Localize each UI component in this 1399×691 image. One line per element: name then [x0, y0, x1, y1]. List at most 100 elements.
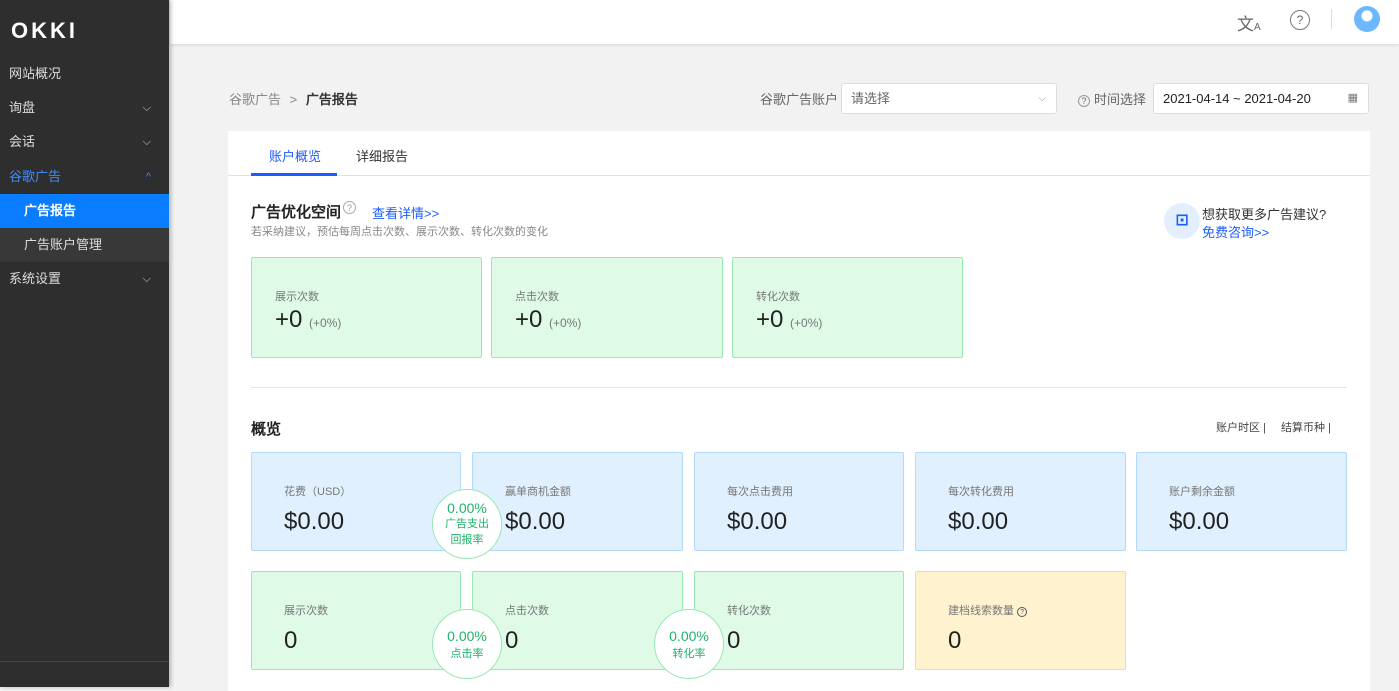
card-label: 账户剩余金额: [1169, 486, 1235, 498]
breadcrumb: 谷歌广告 > 广告报告: [229, 89, 358, 108]
label: 广告账户管理: [24, 237, 103, 252]
chevron-down-icon: ⌵: [142, 102, 151, 114]
opt-card-impressions: 展示次数 +0 (+0%): [251, 257, 482, 358]
breadcrumb-current: 广告报告: [305, 92, 358, 107]
card-label: 建档线索数量 ?: [948, 602, 1028, 618]
rate-value: 0.00%: [447, 628, 487, 644]
card-value: +0 (+0%): [515, 306, 581, 334]
account-select[interactable]: 请选择 ⌵: [841, 83, 1057, 114]
card-value: +0 (+0%): [756, 306, 822, 334]
card-label: 赢单商机金额: [505, 486, 571, 498]
card-value: +0 (+0%): [275, 306, 341, 334]
metric-clicks: 点击次数 0: [472, 571, 683, 670]
divider: [0, 661, 169, 662]
value: +0: [515, 306, 543, 333]
view-details-link[interactable]: 查看详情>>: [372, 206, 440, 221]
account-timezone: 账户时区 |: [1216, 422, 1266, 434]
delta: (+0%): [549, 316, 582, 330]
metric-impressions: 展示次数 0: [251, 571, 461, 670]
card-value: $0.00: [1169, 508, 1230, 535]
label: 网站概况: [9, 66, 62, 81]
delta: (+0%): [309, 316, 342, 330]
avatar[interactable]: [1354, 6, 1380, 32]
help-icon[interactable]: ?: [1017, 607, 1028, 617]
metric-won-amount: 赢单商机金额 $0.00: [472, 452, 683, 551]
divider: [1331, 9, 1332, 29]
card-label: 转化次数: [727, 605, 771, 617]
label: 谷歌广告: [9, 169, 62, 184]
settlement-currency: 结算币种 |: [1281, 422, 1331, 434]
card-label: 点击次数: [515, 291, 559, 303]
overview-title: 概览: [251, 421, 282, 438]
metric-balance: 账户剩余金额 $0.00: [1136, 452, 1347, 551]
date-range-picker[interactable]: 2021-04-14 ~ 2021-04-20 ▦: [1153, 83, 1369, 114]
top-header: [170, 0, 1399, 44]
section-title: 广告优化空间: [251, 204, 342, 221]
card-value: 0: [948, 627, 962, 654]
active-tab-indicator: [251, 173, 337, 176]
label: 询盘: [9, 100, 36, 115]
metric-conversions: 转化次数 0: [694, 571, 904, 670]
time-label: ? 时间选择: [1078, 89, 1146, 108]
value: +0: [275, 306, 303, 333]
sidebar-item-inquiry[interactable]: 询盘 ⌵: [0, 91, 169, 125]
card-label: 每次点击费用: [727, 486, 793, 498]
time-label-text: 时间选择: [1094, 92, 1147, 107]
tab-bar-border: [228, 175, 1370, 176]
value: +0: [756, 306, 784, 333]
tab-detail-report[interactable]: 详细报告: [356, 149, 409, 164]
card-value: $0.00: [727, 508, 788, 535]
sidebar-item-ad-report[interactable]: 广告报告: [0, 194, 169, 228]
card-value: $0.00: [948, 508, 1009, 535]
card-value: $0.00: [505, 508, 566, 535]
card-value: 0: [505, 627, 519, 654]
card-value: $0.00: [284, 508, 345, 535]
sidebar-item-overview[interactable]: 网站概况: [0, 57, 169, 91]
tab-account-overview[interactable]: 账户概览: [269, 149, 322, 164]
breadcrumb-separator: >: [289, 92, 298, 107]
calendar-icon: ▦: [1347, 92, 1358, 104]
roas-rate-badge: 0.00% 广告支出 回报率: [432, 489, 502, 559]
translate-icon[interactable]: 文A: [1237, 15, 1261, 34]
account-label: 谷歌广告账户: [760, 92, 839, 107]
robot-icon: ⊡: [1164, 203, 1200, 239]
help-icon[interactable]: ?: [343, 201, 356, 214]
card-label: 展示次数: [275, 291, 319, 303]
okki-logo: OKKI: [11, 18, 78, 43]
card-label: 转化次数: [756, 291, 800, 303]
sidebar-item-ad-accounts[interactable]: 广告账户管理: [0, 228, 169, 262]
chevron-up-icon: ^: [145, 171, 151, 183]
opt-card-conversions: 转化次数 +0 (+0%): [732, 257, 963, 358]
card-value: 0: [727, 627, 741, 654]
breadcrumb-parent[interactable]: 谷歌广告: [229, 92, 282, 107]
card-label: 展示次数: [284, 605, 328, 617]
label: 建档线索数量: [948, 605, 1014, 617]
chevron-down-icon: ⌵: [142, 136, 151, 148]
delta: (+0%): [790, 316, 823, 330]
conversion-rate-badge: 0.00% 转化率: [654, 609, 724, 679]
opt-card-clicks: 点击次数 +0 (+0%): [491, 257, 723, 358]
date-range-value: 2021-04-14 ~ 2021-04-20: [1163, 91, 1311, 106]
card-label: 花费（USD）: [284, 486, 352, 498]
metric-spend: 花费（USD） $0.00: [251, 452, 461, 551]
card-label: 每次转化费用: [948, 486, 1014, 498]
card-value: 0: [284, 627, 298, 654]
ctr-rate-badge: 0.00% 点击率: [432, 609, 502, 679]
chevron-down-icon: ⌵: [1038, 93, 1046, 104]
sidebar-item-google-ads[interactable]: 谷歌广告 ^: [0, 160, 169, 194]
rate-value: 0.00%: [447, 500, 487, 516]
metric-leads: 建档线索数量 ? 0: [915, 571, 1126, 670]
sidebar: OKKI 网站概况 询盘 ⌵ 会话 ⌵ 谷歌广告 ^ 广告报告 广告账户管理 系统设置…: [0, 0, 169, 687]
rate-label: 广告支出: [445, 518, 489, 530]
divider: [251, 387, 1347, 388]
chevron-down-icon: ⌵: [142, 273, 151, 285]
help-icon: ?: [1078, 95, 1090, 107]
rate-label: 转化率: [672, 648, 706, 660]
free-consult-link[interactable]: 免费咨询>>: [1202, 225, 1270, 240]
label: 系统设置: [9, 271, 62, 286]
help-icon[interactable]: ?: [1290, 10, 1310, 30]
label: 会话: [9, 134, 36, 149]
sidebar-item-settings[interactable]: 系统设置 ⌵: [0, 262, 169, 296]
sidebar-item-chat[interactable]: 会话 ⌵: [0, 125, 169, 159]
card-label: 点击次数: [505, 605, 549, 617]
